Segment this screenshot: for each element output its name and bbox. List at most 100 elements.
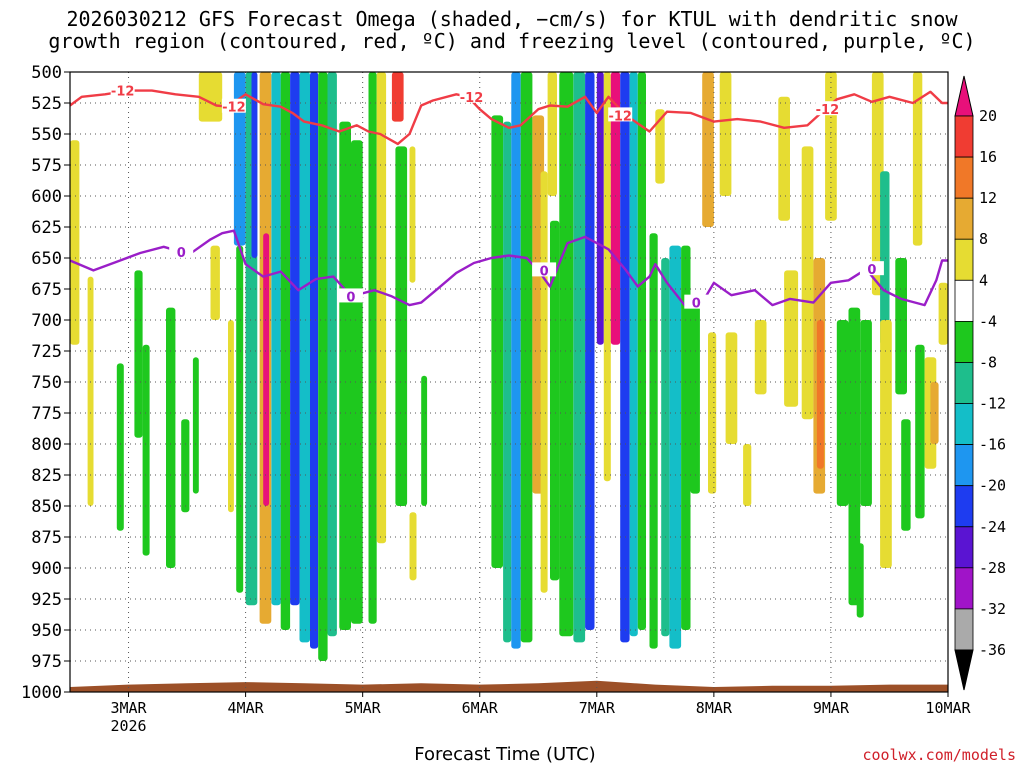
omega-band bbox=[376, 72, 387, 544]
omega-band bbox=[860, 320, 872, 506]
omega-band bbox=[702, 72, 714, 227]
omega-band bbox=[848, 307, 861, 606]
colorbar-label: -24 bbox=[979, 518, 1006, 536]
snow-growth-contour-label-bg bbox=[608, 107, 633, 122]
snow-growth-contour-label: -12 bbox=[460, 91, 484, 106]
omega-band bbox=[198, 72, 223, 122]
omega-band bbox=[339, 121, 351, 630]
omega-band bbox=[351, 140, 363, 624]
x-tick-label: 10MAR bbox=[925, 699, 971, 717]
freezing-level-contour-label-bg bbox=[169, 243, 194, 258]
omega-band bbox=[142, 344, 150, 556]
omega-band bbox=[409, 146, 416, 283]
x-tick-label: 9MAR bbox=[813, 699, 850, 717]
surface-terrain bbox=[70, 680, 948, 692]
omega-band bbox=[368, 72, 377, 624]
colorbar-bin bbox=[954, 567, 974, 610]
omega-band bbox=[134, 270, 143, 438]
colorbar-label: 12 bbox=[979, 189, 997, 207]
colorbar-label: -4 bbox=[979, 312, 997, 330]
omega-band bbox=[856, 543, 864, 618]
y-tick-label: 600 bbox=[31, 187, 62, 207]
colorbar-bin bbox=[954, 485, 974, 528]
y-tick-label: 775 bbox=[31, 404, 62, 424]
omega-band bbox=[233, 72, 246, 246]
x-tick-label: 4MAR bbox=[228, 699, 265, 717]
omega-band bbox=[181, 419, 190, 513]
snow-growth-contour-label: -12 bbox=[222, 101, 246, 116]
omega-band bbox=[520, 72, 533, 643]
omega-band bbox=[318, 72, 328, 661]
snow-growth-contour-line bbox=[69, 89, 948, 146]
y-tick-label: 850 bbox=[31, 497, 62, 517]
snow-growth-contour-label-bg bbox=[110, 82, 135, 97]
omega-band bbox=[70, 140, 80, 345]
freezing-level-contour-label: 0 bbox=[692, 297, 701, 312]
contours: -12 -12 -12 -12 -12 0 0 0 0 0 bbox=[69, 82, 948, 312]
colorbar: 20 16 12 8 4 -4 -8 -12 -16 -20 -24 -28 -32 -36 bbox=[954, 75, 1006, 691]
omega-band bbox=[263, 233, 270, 506]
omega-band bbox=[166, 307, 176, 568]
omega-band bbox=[87, 276, 94, 506]
omega-band bbox=[236, 245, 244, 593]
omega-band bbox=[421, 375, 428, 506]
snow-growth-contour-label-bg bbox=[221, 98, 246, 113]
omega-band bbox=[559, 72, 574, 637]
omega-band bbox=[511, 72, 521, 649]
omega-band bbox=[880, 171, 890, 345]
omega-band bbox=[573, 72, 586, 643]
y-tick-label: 700 bbox=[31, 311, 62, 331]
y-tick-label: 900 bbox=[31, 559, 62, 579]
y-tick-label: 800 bbox=[31, 435, 62, 455]
freezing-level-contour-label: 0 bbox=[346, 290, 355, 305]
colorbar-bin bbox=[954, 238, 974, 281]
y-tick-label: 925 bbox=[31, 590, 62, 610]
omega-band bbox=[637, 72, 646, 630]
colorbar-label: -28 bbox=[979, 559, 1006, 577]
x-tick-label: 5MAR bbox=[345, 699, 382, 717]
omega-band bbox=[251, 72, 258, 258]
freezing-level-contour-label-bg bbox=[532, 262, 557, 277]
y-tick-label: 975 bbox=[31, 652, 62, 672]
colorbar-label: -8 bbox=[979, 353, 997, 371]
colorbar-bin bbox=[954, 403, 974, 445]
freezing-level-contour-label-bg bbox=[338, 288, 363, 303]
omega-band bbox=[327, 72, 337, 637]
x-axis-title: Forecast Time (UTC) bbox=[414, 744, 596, 765]
snow-growth-contour-label: -12 bbox=[608, 109, 632, 124]
omega-band bbox=[491, 115, 504, 569]
omega-band bbox=[778, 96, 790, 221]
colorbar-top-arrow bbox=[954, 75, 974, 117]
omega-band bbox=[503, 121, 512, 643]
y-tick-label: 575 bbox=[31, 156, 62, 176]
y-tick-label: 525 bbox=[31, 94, 62, 114]
y-tick-label: 875 bbox=[31, 528, 62, 548]
omega-band bbox=[116, 363, 124, 531]
colorbar-bin bbox=[954, 362, 974, 404]
omega-band bbox=[754, 320, 767, 395]
omega-band bbox=[836, 320, 849, 506]
omega-band bbox=[310, 72, 319, 649]
omega-band bbox=[271, 72, 281, 606]
colorbar-label: -16 bbox=[979, 436, 1006, 454]
x-tick-label: 7MAR bbox=[579, 699, 616, 717]
omega-band bbox=[391, 72, 404, 122]
grid-lines bbox=[70, 72, 948, 692]
omega-band bbox=[895, 258, 907, 395]
colorbar-label: 16 bbox=[979, 148, 997, 166]
omega-band bbox=[299, 72, 310, 643]
omega-band bbox=[610, 72, 621, 345]
omega-band bbox=[395, 146, 408, 506]
colorbar-label: -36 bbox=[979, 641, 1006, 659]
omega-band bbox=[708, 332, 717, 494]
colorbar-label: -32 bbox=[979, 600, 1006, 618]
y-tick-label: 825 bbox=[31, 466, 62, 486]
snow-growth-contour-label-bg bbox=[459, 88, 484, 103]
colorbar-bin bbox=[954, 279, 974, 322]
x-tick-label: 3MAR bbox=[110, 699, 147, 717]
colorbar-label: -20 bbox=[979, 477, 1006, 495]
omega-band bbox=[669, 245, 682, 649]
x-tick-label: 8MAR bbox=[696, 699, 733, 717]
omega-band bbox=[596, 72, 604, 345]
